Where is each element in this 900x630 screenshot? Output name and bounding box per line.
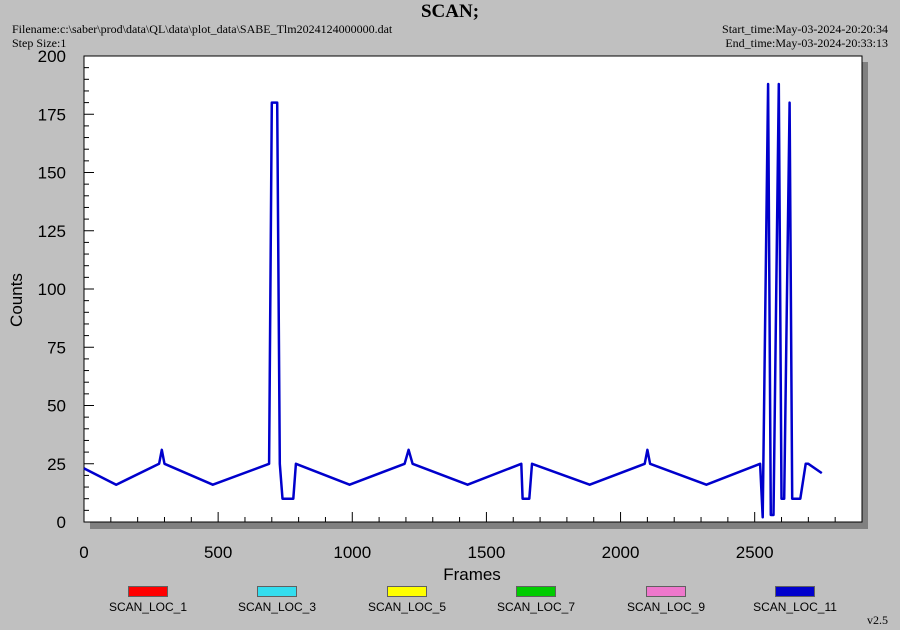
y-tick-label: 100 — [38, 280, 66, 299]
start-time-label: Start_time:May-03-2024-20:20:34 — [722, 22, 888, 36]
legend-item-scan-loc-7: SCAN_LOC_7 — [476, 586, 596, 614]
y-tick-label: 150 — [38, 164, 66, 183]
legend-item-scan-loc-11: SCAN_LOC_11 — [735, 586, 855, 614]
plot-area — [83, 55, 863, 523]
legend-label: SCAN_LOC_9 — [626, 600, 706, 614]
y-tick-label: 75 — [47, 338, 66, 357]
legend-swatch — [257, 586, 297, 597]
y-tick-label: 25 — [47, 455, 66, 474]
series-line-scan-loc-11 — [83, 82, 823, 519]
x-tick-label: 1500 — [467, 543, 505, 562]
legend-item-scan-loc-1: SCAN_LOC_1 — [88, 586, 208, 614]
legend-label: SCAN_LOC_3 — [237, 600, 317, 614]
filename-label: Filename:c:\saber\prod\data\QL\data\plot… — [12, 22, 393, 36]
chart-title: SCAN; — [420, 1, 480, 22]
x-tick-label: 2500 — [736, 543, 774, 562]
legend-label: SCAN_LOC_11 — [753, 600, 837, 614]
x-tick-label: 500 — [204, 543, 232, 562]
y-tick-label: 0 — [57, 513, 66, 532]
legend: SCAN_LOC_1 SCAN_LOC_3 SCAN_LOC_5 SCAN_LOC_7… — [0, 586, 900, 616]
y-tick-label: 200 — [38, 47, 66, 66]
y-tick-label: 175 — [38, 105, 66, 124]
legend-label: SCAN_LOC_7 — [496, 600, 576, 614]
legend-swatch — [646, 586, 686, 597]
x-tick-label: 2000 — [602, 543, 640, 562]
x-tick-label: 1000 — [333, 543, 371, 562]
legend-label: SCAN_LOC_1 — [108, 600, 188, 614]
legend-item-scan-loc-9: SCAN_LOC_9 — [606, 586, 726, 614]
legend-swatch — [387, 586, 427, 597]
legend-swatch — [516, 586, 556, 597]
end-time-label: End_time:May-03-2024-20:33:13 — [725, 36, 888, 50]
version-label: v2.5 — [867, 613, 888, 627]
legend-swatch — [128, 586, 168, 597]
x-tick-label: 0 — [79, 543, 88, 562]
legend-item-scan-loc-5: SCAN_LOC_5 — [347, 586, 467, 614]
legend-item-scan-loc-3: SCAN_LOC_3 — [217, 586, 337, 614]
x-axis-label: Frames — [443, 565, 501, 584]
step-size-label: Step Size:1 — [12, 36, 67, 50]
y-tick-label: 125 — [38, 222, 66, 241]
y-axis-label: Counts — [7, 273, 26, 327]
legend-swatch — [775, 586, 815, 597]
legend-label: SCAN_LOC_5 — [367, 600, 447, 614]
y-tick-label: 50 — [47, 397, 66, 416]
